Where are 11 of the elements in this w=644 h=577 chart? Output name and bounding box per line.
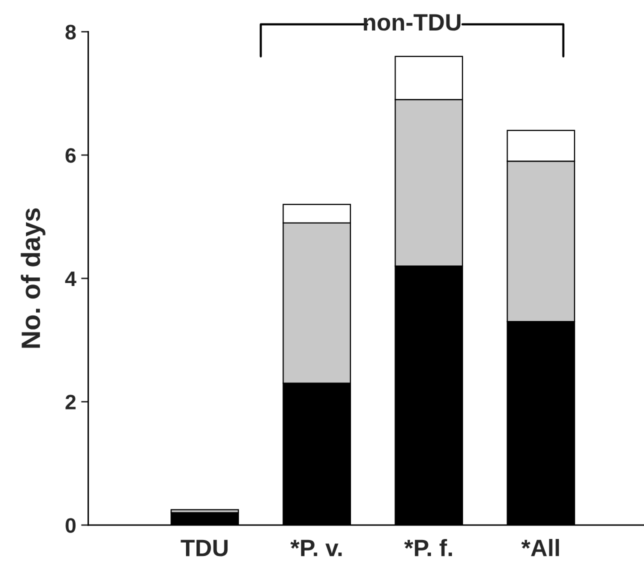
y-tick-label: 4 <box>65 272 76 286</box>
y-axis-title: No. of days <box>20 208 46 348</box>
y-tick-label: 0 <box>66 518 76 533</box>
text: non-TDU <box>364 14 460 31</box>
y-tick-label: 6 <box>66 148 76 163</box>
x-tick-label: TDU <box>180 540 228 556</box>
y-tick-label: 2 <box>66 394 76 410</box>
x-tick-label: *P. v. <box>290 540 342 556</box>
x-tick-label: *All <box>521 538 559 556</box>
x-tick-label: *P. f. <box>404 538 452 556</box>
y-tick-label: 8 <box>66 24 76 40</box>
